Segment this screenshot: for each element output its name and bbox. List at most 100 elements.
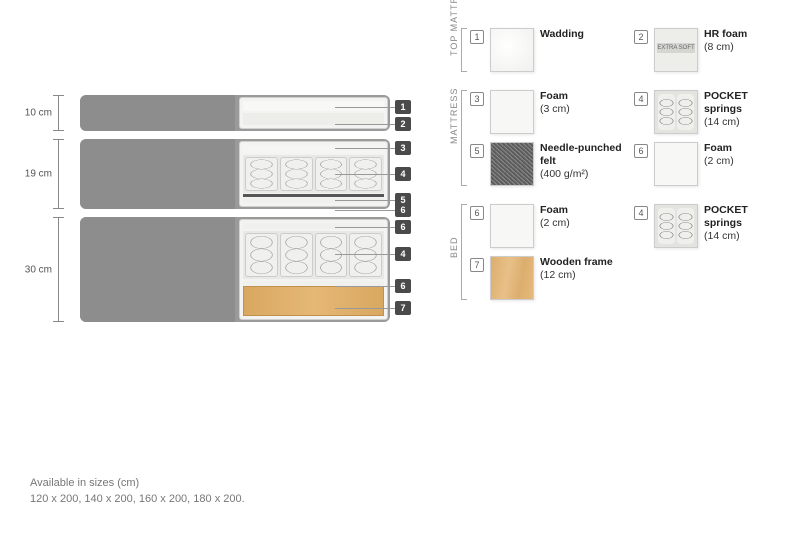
callout: 6 <box>395 279 411 293</box>
material-detail: (3 cm) <box>540 103 570 115</box>
material-swatch <box>490 204 534 248</box>
legend-text: Foam(2 cm) <box>704 142 734 168</box>
spring-coil <box>280 233 313 277</box>
fabric-cover <box>80 139 235 209</box>
legend-section: MATTRESS3Foam(3 cm)4POCKET springs(14 cm… <box>448 90 788 186</box>
material-name: Foam <box>540 204 568 216</box>
material-name: Foam <box>704 142 732 154</box>
legend-text: Needle-punched felt(400 g/m²) <box>540 142 624 181</box>
legend-text: Wooden frame(12 cm) <box>540 256 613 282</box>
legend-number: 1 <box>470 30 484 44</box>
callout: 6 <box>395 220 411 234</box>
legend-grid: 6Foam(2 cm)4POCKET springs(14 cm)7Wooden… <box>470 204 788 300</box>
callout-line <box>335 124 395 125</box>
mini-coil <box>677 94 694 130</box>
sizes-title: Available in sizes (cm) <box>30 477 245 489</box>
callout: 3 <box>395 141 411 155</box>
legend-item: 7Wooden frame(12 cm) <box>470 256 624 300</box>
material-name: Wooden frame <box>540 256 613 268</box>
legend-panel: TOP MATTRESS 1 Wadding 2 HR foam(8 cm) MATTRE… <box>448 28 788 318</box>
material-detail: (8 cm) <box>704 41 734 53</box>
material-swatch <box>490 256 534 300</box>
callout: 4 <box>395 247 411 261</box>
material-name: HR foam <box>704 28 747 40</box>
callout-number-badge: 1 <box>395 100 411 114</box>
material-swatch <box>654 90 698 134</box>
legend-item: 1 Wadding <box>470 28 624 72</box>
callout-number-badge: 4 <box>395 247 411 261</box>
layer-stack <box>80 95 390 330</box>
material-detail: (400 g/m²) <box>540 168 588 180</box>
callout-line <box>335 227 395 228</box>
mini-coil <box>658 94 675 130</box>
dim-mid: 19 cm <box>20 139 75 209</box>
spring-coil <box>245 157 278 191</box>
section-vertical-label: MATTRESS <box>449 132 459 144</box>
dim-label-mid: 19 cm <box>20 169 52 180</box>
section-vertical-label: TOP MATTRESS <box>449 44 459 56</box>
legend-text: POCKET springs(14 cm) <box>704 90 788 129</box>
material-swatch <box>490 28 534 72</box>
callout-number-badge: 4 <box>395 167 411 181</box>
legend-text: HR foam(8 cm) <box>704 28 747 54</box>
legend-number: 6 <box>634 144 648 158</box>
dim-top: 10 cm <box>20 95 75 131</box>
callout-number-badge: 2 <box>395 117 411 131</box>
callout: 4 <box>395 167 411 181</box>
sublayer-wadding <box>243 101 384 111</box>
callout-line <box>335 308 395 309</box>
mini-coil <box>677 208 694 244</box>
callout-line <box>335 148 395 149</box>
spring-coil <box>315 233 348 277</box>
material-name: POCKET springs <box>704 204 748 229</box>
callout-number-badge: 3 <box>395 141 411 155</box>
legend-grid: 3Foam(3 cm)4POCKET springs(14 cm)5Needle… <box>470 90 788 186</box>
callout-number-badge: 6 <box>395 220 411 234</box>
callout-number-badge: 6 <box>395 203 411 217</box>
material-detail: (14 cm) <box>704 116 740 128</box>
legend-number: 6 <box>470 206 484 220</box>
material-detail: (12 cm) <box>540 269 576 281</box>
sublayer-foam-2cm <box>243 223 384 229</box>
material-name: Needle-punched felt <box>540 142 622 167</box>
material-swatch <box>490 90 534 134</box>
callout-line <box>335 286 395 287</box>
legend-number: 4 <box>634 92 648 106</box>
sublayer-pocket-springs <box>243 231 384 279</box>
material-name: Wadding <box>540 28 584 40</box>
fabric-cover <box>80 95 235 131</box>
legend-item: 6 Foam(2 cm) <box>470 204 624 248</box>
material-detail: (14 cm) <box>704 230 740 242</box>
callout-line <box>335 254 395 255</box>
legend-number: 5 <box>470 144 484 158</box>
legend-number: 2 <box>634 30 648 44</box>
inner-bot <box>239 219 388 320</box>
legend-item: 3 Foam(3 cm) <box>470 90 624 134</box>
callout: 2 <box>395 117 411 131</box>
section-bracket <box>461 204 467 300</box>
legend-text: Foam(3 cm) <box>540 90 570 116</box>
material-name: POCKET springs <box>704 90 748 115</box>
callout: 1 <box>395 100 411 114</box>
spring-coil <box>245 233 278 277</box>
available-sizes: Available in sizes (cm) 120 x 200, 140 x… <box>30 477 245 505</box>
mini-coil <box>658 208 675 244</box>
section-bracket <box>461 28 467 72</box>
legend-item: 2 HR foam(8 cm) <box>634 28 788 72</box>
material-detail: (2 cm) <box>704 155 734 167</box>
callout-number-badge: 7 <box>395 301 411 315</box>
sizes-list: 120 x 200, 140 x 200, 160 x 200, 180 x 2… <box>30 493 245 505</box>
callout: 6 <box>395 203 411 217</box>
legend-text: Wadding <box>540 28 584 41</box>
fabric-cover <box>80 217 235 322</box>
material-name: Foam <box>540 90 568 102</box>
material-swatch <box>654 28 698 72</box>
legend-number: 3 <box>470 92 484 106</box>
material-detail: (2 cm) <box>540 217 570 229</box>
material-swatch <box>654 142 698 186</box>
layer-bed <box>80 217 390 322</box>
callout-number-badge: 6 <box>395 279 411 293</box>
legend-item: 5 Needle-punched felt(400 g/m²) <box>470 142 624 186</box>
sublayer-wood-frame <box>243 286 384 316</box>
section-bracket <box>461 90 467 186</box>
